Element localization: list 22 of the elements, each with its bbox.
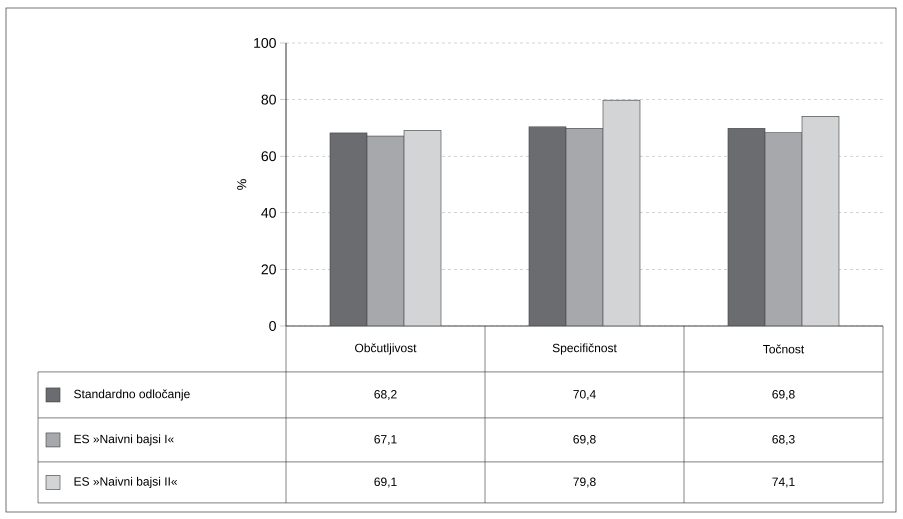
x-tick-label: Občutljivost	[355, 343, 416, 355]
data-label: 70,4	[573, 390, 596, 400]
data-label: 79,8	[573, 478, 596, 488]
y-tick-label: 20	[262, 264, 276, 274]
data-label: 69,1	[374, 478, 397, 488]
legend-label: ES »Naivni bajsi II«	[74, 476, 178, 488]
legend-label: Standardno odločanje	[74, 389, 190, 401]
y-tick-label: 100	[254, 38, 276, 48]
y-tick-label: 0	[269, 321, 276, 331]
data-label: 69,8	[573, 435, 596, 445]
y-axis-title: %	[237, 179, 246, 190]
data-label: 67,1	[374, 435, 397, 445]
legend-label: ES »Naivni bajsi I«	[74, 434, 174, 446]
data-label: 68,2	[374, 390, 397, 400]
data-label: 68,3	[772, 435, 795, 445]
x-tick-label: Točnost	[763, 344, 804, 354]
y-tick-label: 40	[261, 208, 276, 218]
y-tick-label: 60	[262, 151, 276, 162]
y-tick-label: 80	[262, 94, 276, 105]
x-tick-label: Specifičnost	[552, 343, 617, 355]
data-label: 74,1	[772, 478, 795, 488]
data-label: 69,8	[772, 390, 795, 400]
